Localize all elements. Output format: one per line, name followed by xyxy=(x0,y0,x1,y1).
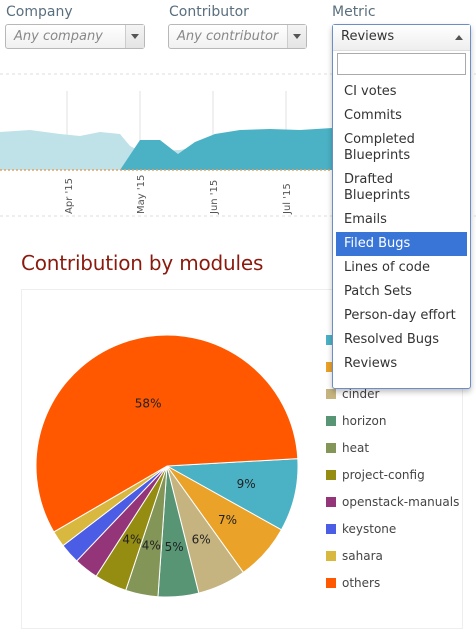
metric-select[interactable]: Reviews CI votes Commits Completed Bluepri… xyxy=(332,24,471,389)
metric-search-input[interactable] xyxy=(337,53,466,75)
metric-option[interactable]: Patch Sets xyxy=(344,284,412,299)
legend-swatch xyxy=(326,470,336,480)
tick-label-jul: Jul '15 xyxy=(282,183,293,215)
pie-slice-label: 7% xyxy=(218,513,237,527)
legend-swatch xyxy=(326,335,336,345)
metric-option[interactable]: CI votes xyxy=(344,84,397,99)
legend-label: others xyxy=(342,576,381,590)
legend-swatch xyxy=(326,362,336,372)
metric-option[interactable]: Emails xyxy=(344,212,387,227)
tick-label-may: May '15 xyxy=(136,175,147,214)
legend-label: keystone xyxy=(342,522,397,536)
metric-option[interactable]: Commits xyxy=(344,108,402,123)
chevron-up-icon xyxy=(455,35,463,40)
metric-option[interactable]: Completed Blueprints xyxy=(344,132,415,163)
pie-slice-label: 9% xyxy=(237,477,256,491)
activity-timeline-chart: Apr '15 May '15 Jun '15 Jul '15 xyxy=(0,73,476,217)
legend-label: heat xyxy=(342,441,370,455)
legend-label: sahara xyxy=(342,549,383,563)
company-dropdown-button[interactable] xyxy=(125,25,144,48)
metric-option[interactable]: Reviews xyxy=(344,356,398,371)
pie-slice-label: 4% xyxy=(122,532,141,546)
metric-options-list: CI votes Commits Completed Blueprints Draft… xyxy=(336,80,467,376)
modules-chart-panel: 9% 7% 6% 5% 4% 4% 58% xyxy=(21,289,463,629)
legend-swatch xyxy=(326,416,336,426)
pie-slice-label: 5% xyxy=(165,540,184,554)
metric-option[interactable]: Lines of code xyxy=(344,260,431,275)
pie-slice-label: 58% xyxy=(135,396,162,410)
metric-option[interactable]: Drafted Blueprints xyxy=(344,172,411,203)
legend-swatch xyxy=(326,443,336,453)
legend-swatch xyxy=(326,389,336,399)
chevron-down-icon xyxy=(293,34,301,39)
metric-select-value: Reviews xyxy=(341,29,395,44)
timeline-area-dark xyxy=(120,128,332,170)
chevron-down-icon xyxy=(131,34,139,39)
legend-swatch xyxy=(326,551,336,561)
tick-label-apr: Apr '15 xyxy=(64,178,75,214)
legend-label: project-config xyxy=(342,468,425,482)
metric-label: Metric xyxy=(332,4,376,20)
company-select[interactable]: Any company xyxy=(5,24,145,49)
legend-swatch xyxy=(326,497,336,507)
company-select-value: Any company xyxy=(14,29,103,44)
pie-slice-label: 4% xyxy=(142,539,161,553)
company-label: Company xyxy=(6,4,73,20)
tick-label-jun: Jun '15 xyxy=(209,180,220,215)
metric-option[interactable]: Resolved Bugs xyxy=(344,332,440,347)
contributor-select[interactable]: Any contributor xyxy=(168,24,307,49)
metric-option[interactable]: Person-day effort xyxy=(344,308,456,323)
pie-slice-label: 6% xyxy=(192,533,211,547)
legend-swatch xyxy=(326,578,336,588)
pie-slice[interactable] xyxy=(35,334,299,533)
legend-label: horizon xyxy=(342,414,387,428)
modules-pie-chart: 9% 7% 6% 5% 4%4% 58% xyxy=(35,334,299,598)
legend-label: cinder xyxy=(342,387,380,401)
legend-label: openstack-manuals xyxy=(342,495,460,509)
metric-option[interactable]: Filed Bugs xyxy=(336,232,467,256)
contributor-label: Contributor xyxy=(169,4,249,20)
metric-select-header[interactable]: Reviews xyxy=(333,25,470,51)
legend-swatch xyxy=(326,524,336,534)
section-title: Contribution by modules xyxy=(21,251,264,275)
contributor-dropdown-button[interactable] xyxy=(287,25,306,48)
contributor-select-value: Any contributor xyxy=(177,29,279,44)
